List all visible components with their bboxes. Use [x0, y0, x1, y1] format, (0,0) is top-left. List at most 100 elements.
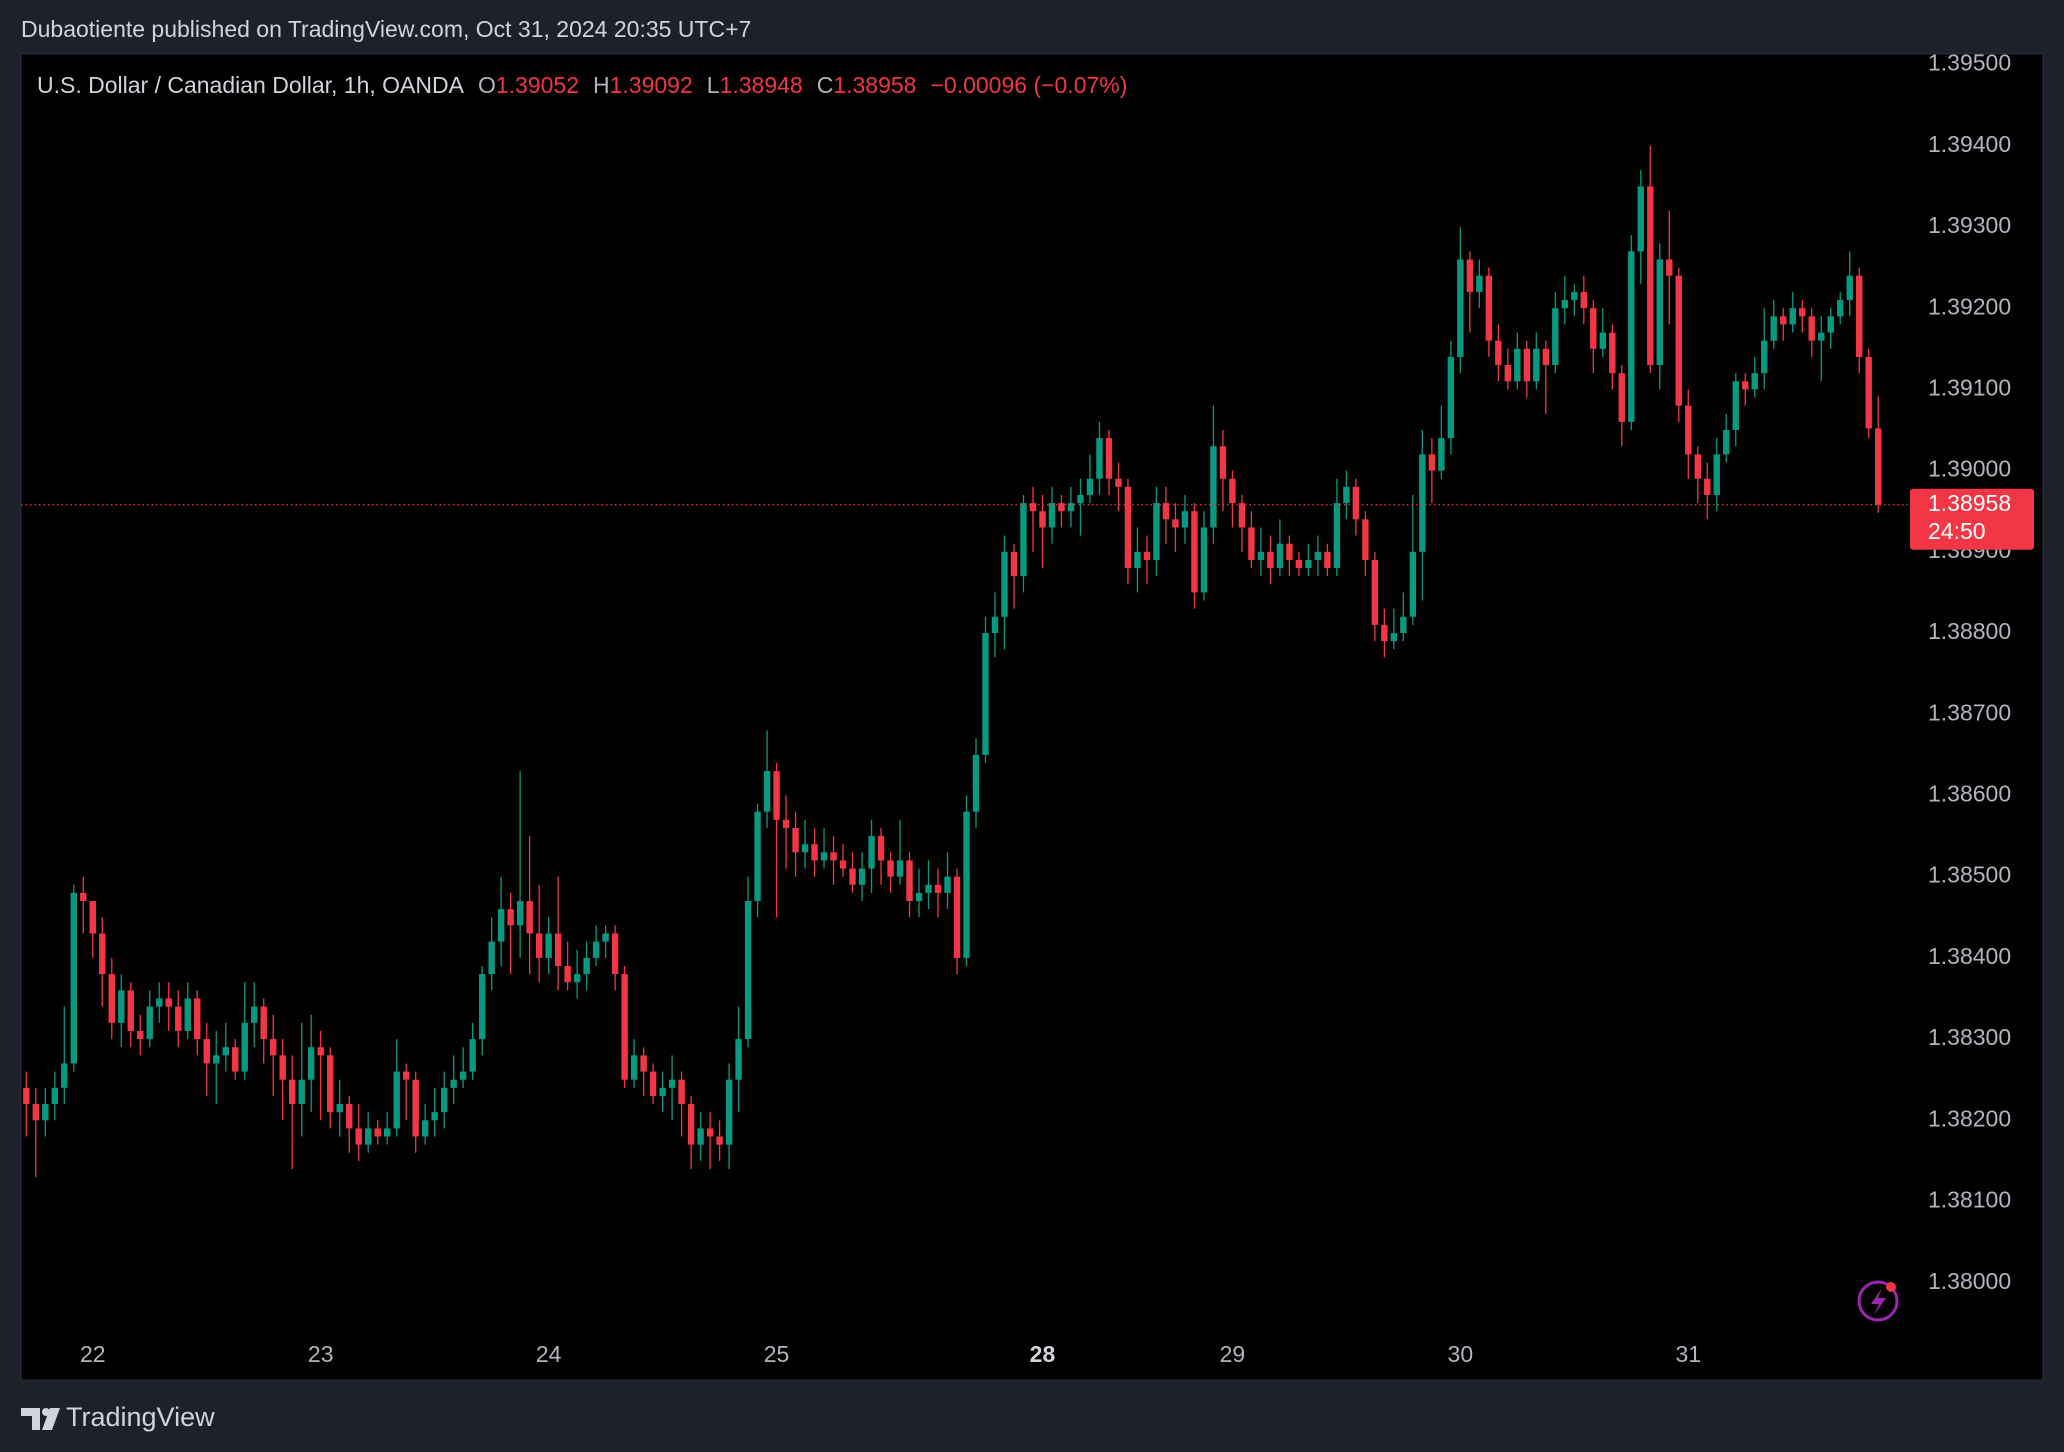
- candle-body: [70, 892, 77, 1064]
- candle-body: [1362, 519, 1369, 560]
- candle-body: [535, 933, 543, 958]
- candle-body: [1058, 503, 1065, 512]
- ohlc-key: L: [706, 72, 720, 98]
- candle-body: [687, 1104, 695, 1145]
- candle-body: [194, 998, 201, 1040]
- countdown: 24:50: [1928, 518, 1986, 544]
- candle-body: [1248, 527, 1255, 560]
- y-tick-label: 1.38700: [1928, 699, 2011, 725]
- candle-body: [355, 1128, 362, 1145]
- candle-body: [440, 1087, 448, 1113]
- candle-body: [213, 1055, 220, 1064]
- candle-body: [877, 836, 885, 861]
- candle-body: [1514, 348, 1521, 382]
- candle-body: [564, 965, 571, 983]
- candle-body: [1048, 503, 1056, 528]
- candle-body: [61, 1063, 68, 1088]
- candle-body: [393, 1071, 400, 1129]
- candle-body: [1552, 308, 1559, 366]
- ohlc-value: 1.38958: [833, 72, 917, 98]
- candle-body: [678, 1079, 685, 1105]
- candle-body: [1181, 511, 1189, 528]
- candle-body: [668, 1079, 676, 1088]
- candle-body: [1732, 381, 1739, 431]
- candle-body: [1001, 551, 1008, 617]
- candle-body: [849, 868, 856, 885]
- legend: U.S. Dollar / Canadian Dollar, 1h, OANDA…: [37, 72, 1127, 99]
- candle-body: [203, 1039, 210, 1064]
- candle-body: [412, 1079, 419, 1137]
- candle-body: [583, 957, 590, 975]
- candle-body: [1789, 308, 1796, 325]
- candle-body: [507, 909, 514, 926]
- candle-body: [896, 860, 904, 877]
- y-tick-label: 1.39400: [1928, 131, 2011, 157]
- candle-body: [773, 771, 780, 820]
- candle-body: [42, 1104, 49, 1121]
- candle-body: [744, 901, 752, 1040]
- candle-body: [1286, 543, 1293, 560]
- candle-body: [1647, 186, 1654, 366]
- last-price-label: 1.38958: [1928, 490, 2011, 516]
- y-tick-label: 1.38800: [1928, 618, 2011, 644]
- candle-body: [308, 1047, 315, 1080]
- candle-body: [421, 1120, 429, 1137]
- icon-bolt: [1871, 1288, 1886, 1315]
- candle-body: [526, 901, 533, 934]
- y-tick-label: 1.38300: [1928, 1024, 2011, 1050]
- candle-body: [1599, 332, 1607, 349]
- candle-body: [260, 1006, 267, 1040]
- candle-body: [1324, 551, 1331, 569]
- candle-body: [963, 811, 970, 958]
- candle-body: [763, 771, 771, 812]
- candle-body: [801, 844, 809, 853]
- candle-body: [592, 941, 600, 958]
- candle-body: [1219, 446, 1227, 479]
- publisher-line: Dubaotiente published on TradingView.com…: [21, 16, 752, 42]
- candle-body: [459, 1071, 467, 1080]
- candle-body: [289, 1079, 296, 1105]
- candle-body: [725, 1079, 733, 1145]
- candle-body: [830, 852, 837, 861]
- candle-body: [1770, 316, 1777, 341]
- candle-body: [1210, 446, 1217, 528]
- lightning-icon[interactable]: [1857, 1280, 1899, 1322]
- y-tick-label: 1.39200: [1928, 293, 2011, 319]
- candle-body: [1818, 332, 1825, 341]
- ohlc-key: O: [477, 72, 496, 98]
- candle-body: [1333, 503, 1341, 569]
- candle-body: [1590, 308, 1597, 349]
- candle-body: [1856, 275, 1863, 357]
- candle-body: [1343, 486, 1350, 504]
- candle-body: [222, 1047, 229, 1056]
- candle-body: [1685, 405, 1692, 455]
- candle-body: [1827, 316, 1834, 333]
- candle-body: [99, 933, 106, 975]
- candle-body: [782, 819, 790, 828]
- candle-body: [51, 1087, 58, 1105]
- candle-body: [1305, 559, 1312, 569]
- y-tick-label: 1.39500: [1928, 50, 2011, 76]
- candle-body: [1609, 332, 1616, 374]
- candle-body: [1495, 340, 1502, 366]
- candle-body: [1229, 478, 1236, 504]
- candle-body: [1419, 454, 1426, 552]
- candle-body: [1694, 454, 1701, 479]
- candle-body: [1295, 559, 1303, 569]
- candle-body: [1761, 340, 1768, 374]
- candle-body: [1020, 503, 1027, 577]
- candle-body: [991, 616, 999, 634]
- candle-body: [1808, 316, 1815, 341]
- candle-body: [1666, 259, 1673, 276]
- candle-body: [431, 1112, 438, 1121]
- candle-body: [858, 868, 866, 885]
- candle-body: [697, 1128, 704, 1145]
- candle-body: [241, 1022, 248, 1072]
- candle-body: [1077, 494, 1084, 504]
- candle-body: [108, 974, 115, 1023]
- candle-body: [469, 1039, 476, 1072]
- x-tick-label: 24: [536, 1341, 562, 1367]
- candle-body: [915, 892, 923, 902]
- candle-body: [1799, 308, 1806, 317]
